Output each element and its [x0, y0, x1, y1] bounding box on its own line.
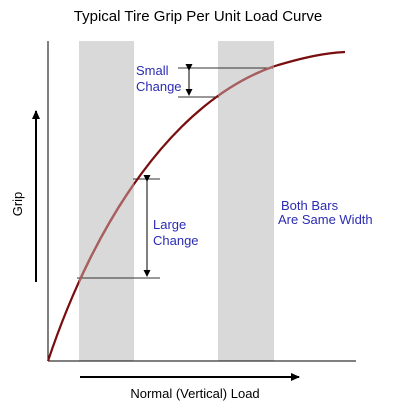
right-bar — [218, 41, 274, 361]
y-axis-label: Grip — [10, 192, 25, 217]
large-change-label-line2: Change — [153, 233, 199, 248]
grip-curve-left-bar-segment — [79, 182, 134, 285]
small-change-label-line2: Change — [136, 79, 182, 94]
large-change-label-line1: Large — [153, 217, 186, 232]
x-axis-label: Normal (Vertical) Load — [130, 386, 259, 401]
left-bar — [79, 41, 134, 361]
diagram-title: Typical Tire Grip Per Unit Load Curve — [74, 8, 322, 25]
bars-note-line2: Are Same Width — [278, 212, 373, 227]
small-change-label-line1: Small — [136, 63, 169, 78]
bars-note-line1: Both Bars — [281, 198, 339, 213]
